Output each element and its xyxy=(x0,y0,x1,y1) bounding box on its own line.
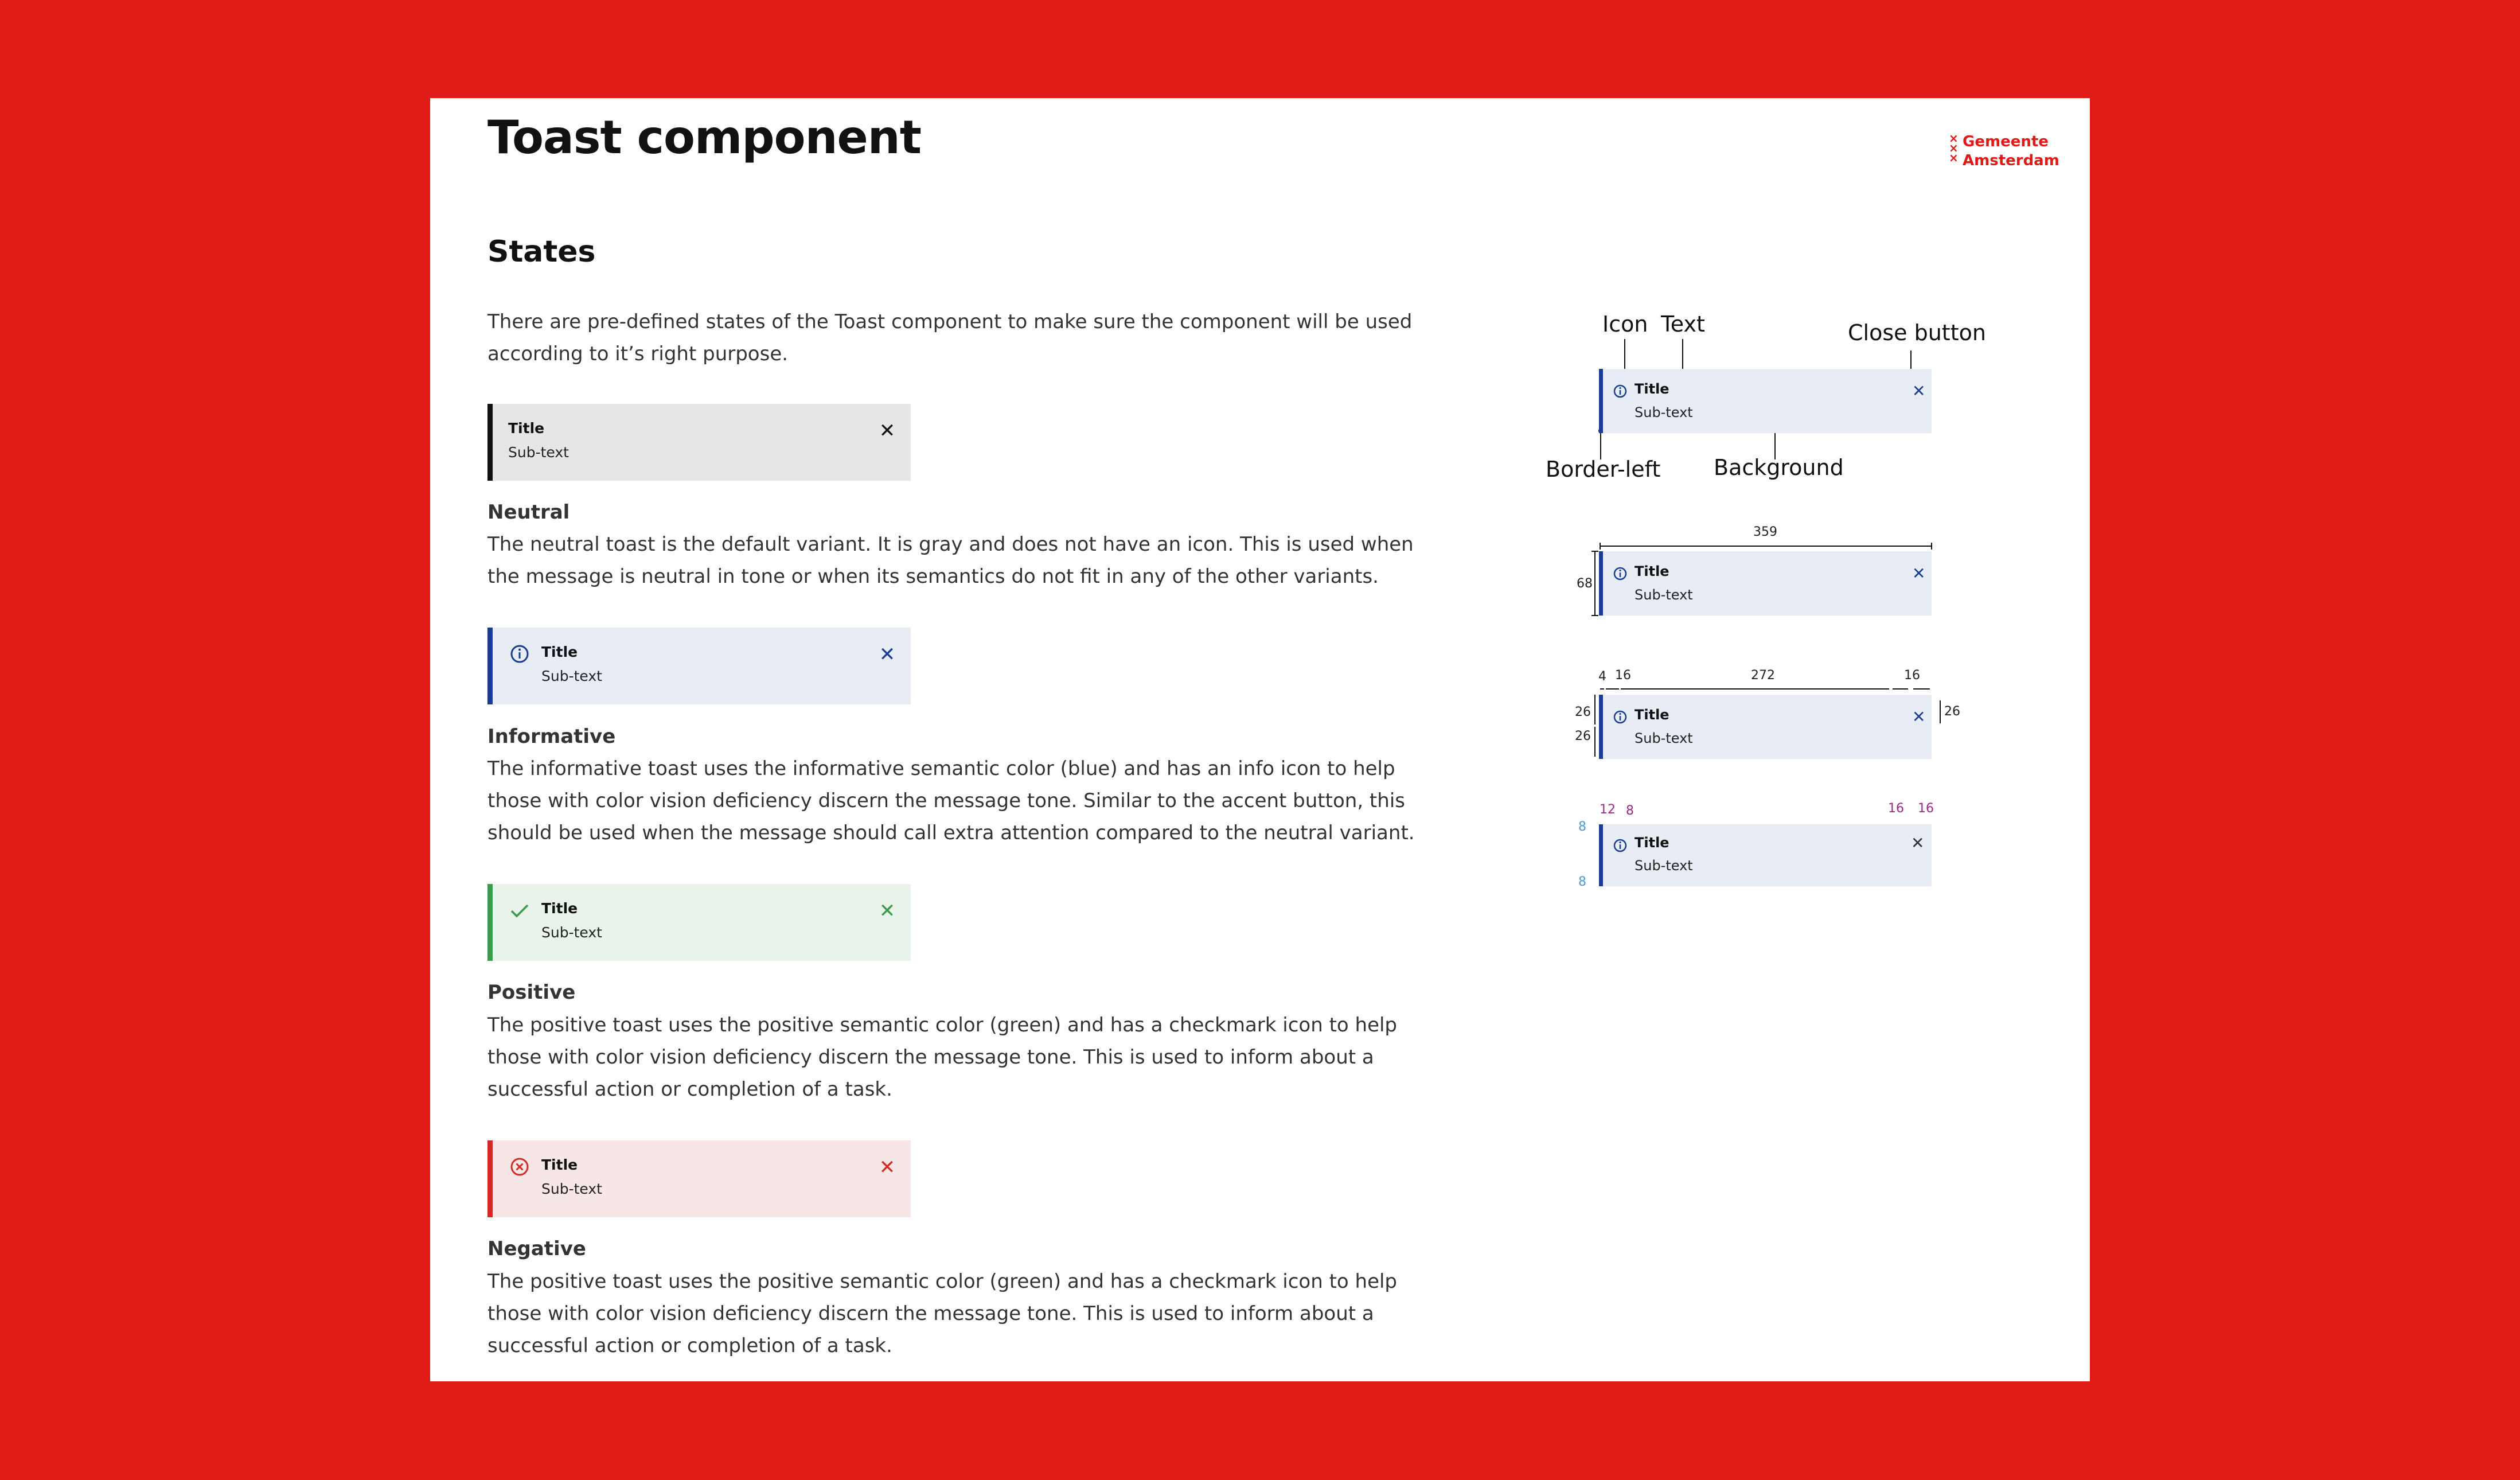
dimension-text-width: 272 xyxy=(1751,668,1775,683)
dimension-border: 4 xyxy=(1598,669,1606,684)
variant-name-informative: Informative xyxy=(487,725,616,748)
dimension-height: 68 xyxy=(1577,577,1593,591)
toast-border-left xyxy=(487,628,493,704)
logo-line-2: Amsterdam xyxy=(1963,152,2059,169)
toast-positive: Title Sub-text ✕ xyxy=(487,884,911,961)
error-icon xyxy=(510,1158,529,1176)
anatomy-label-border: Border-left xyxy=(1546,457,1661,482)
toast-title: Title xyxy=(1635,707,1669,723)
close-icon[interactable]: ✕ xyxy=(879,899,896,922)
close-icon[interactable]: ✕ xyxy=(1911,834,1925,852)
dimension-half-top: 26 xyxy=(1575,705,1591,719)
size-toast: Title Sub-text ✕ xyxy=(1599,551,1932,616)
toast-neutral: Title Sub-text ✕ xyxy=(487,404,911,481)
spacing-icon-gap: 8 xyxy=(1626,804,1634,818)
toast-border-left xyxy=(487,884,493,961)
close-icon[interactable]: ✕ xyxy=(879,643,896,666)
spacing-left-pad: 12 xyxy=(1600,803,1616,817)
dimension-width: 359 xyxy=(1753,525,1777,539)
toast-subtext: Sub-text xyxy=(1635,858,1693,874)
spacing-top-pad: 8 xyxy=(1578,820,1586,834)
spacing-toast: Title Sub-text ✕ xyxy=(1599,695,1932,759)
close-icon[interactable]: ✕ xyxy=(1912,564,1926,583)
toast-title: Title xyxy=(1635,563,1669,579)
toast-border-left xyxy=(487,1140,493,1217)
toast-title: Title xyxy=(1635,381,1669,397)
toast-title: Title xyxy=(541,644,578,660)
spacing-right-pad: 16 xyxy=(1918,801,1934,816)
info-icon xyxy=(510,645,529,663)
gemeente-amsterdam-logo: × × × Gemeente Amsterdam xyxy=(1949,133,2063,173)
toast-subtext: Sub-text xyxy=(541,924,602,941)
logo-line-1: Gemeente xyxy=(1963,133,2049,150)
toast-subtext: Sub-text xyxy=(1635,730,1693,746)
dimension-close-right: 16 xyxy=(1904,668,1920,683)
variant-name-negative: Negative xyxy=(487,1237,586,1260)
dimension-gap: 16 xyxy=(1615,668,1631,683)
toast-informative: Title Sub-text ✕ xyxy=(487,628,911,704)
anatomy-label-text: Text xyxy=(1661,311,1705,337)
toast-border-left xyxy=(1599,824,1603,886)
variant-name-neutral: Neutral xyxy=(487,501,570,524)
toast-subtext: Sub-text xyxy=(541,668,602,684)
checkmark-icon xyxy=(510,904,529,918)
toast-title: Title xyxy=(1635,835,1669,851)
close-icon[interactable]: ✕ xyxy=(879,1156,896,1179)
toast-subtext: Sub-text xyxy=(541,1181,602,1197)
anatomy-label-close: Close button xyxy=(1848,320,1986,345)
anatomy-toast: Title Sub-text ✕ xyxy=(1599,369,1932,433)
anatomy-label-icon: Icon xyxy=(1602,311,1648,337)
toast-border-left xyxy=(1599,551,1603,616)
toast-subtext: Sub-text xyxy=(1635,587,1693,603)
toast-title: Title xyxy=(541,1156,578,1173)
toast-border-left xyxy=(1599,695,1603,759)
toast-subtext: Sub-text xyxy=(1635,404,1693,420)
spacing-close-gap: 16 xyxy=(1888,801,1904,816)
variant-description-informative: The informative toast uses the informati… xyxy=(487,757,1415,844)
toast-title: Title xyxy=(508,420,545,437)
spacing-bottom-pad: 8 xyxy=(1578,875,1586,889)
info-icon xyxy=(1613,710,1627,724)
page-title: Toast component xyxy=(487,111,922,164)
variant-description-neutral: The neutral toast is the default variant… xyxy=(487,533,1414,588)
anatomy-label-background: Background xyxy=(1714,455,1844,480)
variant-description-positive: The positive toast uses the positive sem… xyxy=(487,1014,1398,1101)
dimension-half-bottom: 26 xyxy=(1575,729,1591,743)
dimension-right-half: 26 xyxy=(1944,704,1960,719)
section-heading: States xyxy=(487,235,596,269)
toast-negative: Title Sub-text ✕ xyxy=(487,1140,911,1217)
variant-description-negative: The positive toast uses the positive sem… xyxy=(487,1270,1398,1357)
document-sheet: Toast component × × × Gemeente Amsterdam S… xyxy=(430,98,2090,1381)
info-icon xyxy=(1613,839,1627,852)
info-icon xyxy=(1613,384,1627,398)
toast-title: Title xyxy=(541,900,578,917)
close-icon[interactable]: ✕ xyxy=(1912,707,1926,726)
info-icon xyxy=(1613,567,1627,581)
intro-text: There are pre-defined states of the Toas… xyxy=(487,310,1413,365)
close-icon[interactable]: ✕ xyxy=(879,419,896,442)
toast-subtext: Sub-text xyxy=(508,444,569,461)
close-icon[interactable]: ✕ xyxy=(1912,381,1926,400)
toast-border-left xyxy=(1599,369,1603,433)
variant-name-positive: Positive xyxy=(487,981,576,1004)
padding-toast: Title Sub-text ✕ xyxy=(1599,824,1932,886)
amsterdam-crosses-icon: × × × xyxy=(1949,131,1959,165)
toast-border-left xyxy=(487,404,493,481)
